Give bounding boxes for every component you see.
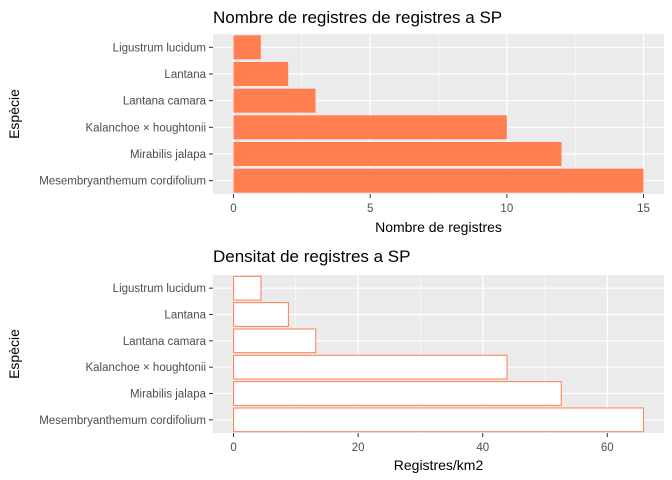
- chart-title: Densitat de registres a SP: [213, 247, 410, 266]
- bar: [233, 115, 507, 140]
- x-axis-title: Nombre de registres: [375, 219, 502, 235]
- bar: [233, 35, 261, 60]
- y-tick-label: Mesembryanthemum cordifolium: [39, 415, 206, 427]
- y-tick-label: Ligustrum lucidum: [113, 283, 206, 295]
- bar: [233, 142, 562, 166]
- y-tick-label: Mirabilis jalapa: [130, 389, 207, 401]
- chart-title: Nombre de registres de registres a SP: [213, 8, 502, 27]
- bar: [233, 302, 289, 327]
- x-tick-label: 0: [230, 442, 236, 454]
- y-tick-label: Ligustrum lucidum: [113, 42, 206, 54]
- bar: [233, 354, 508, 380]
- y-tick-label: Kalanchoe × houghtonii: [85, 362, 206, 374]
- y-tick-label: Lantana: [164, 310, 206, 322]
- y-tick-label: Mesembryanthemum cordifolium: [39, 176, 206, 188]
- y-axis-title: Espècie: [6, 329, 22, 379]
- bar: [233, 88, 316, 113]
- bar: [233, 407, 644, 433]
- y-tick-label: Lantana camara: [123, 336, 207, 348]
- x-tick-label: 60: [601, 442, 614, 454]
- x-axis-title: Registres/km2: [394, 457, 484, 473]
- x-tick-label: 10: [500, 203, 513, 215]
- y-tick-label: Mirabilis jalapa: [130, 149, 207, 161]
- x-tick-label: 0: [230, 203, 236, 215]
- x-tick-label: 20: [352, 442, 365, 454]
- x-tick-label: 5: [367, 203, 373, 215]
- bar: [233, 381, 562, 406]
- y-axis-title: Espècie: [6, 89, 22, 139]
- x-tick-label: 15: [637, 203, 650, 215]
- bar: [233, 168, 644, 193]
- bar: [233, 328, 317, 354]
- y-tick-label: Lantana camara: [123, 96, 207, 108]
- y-tick-label: Lantana: [164, 69, 206, 81]
- bar: [233, 62, 289, 86]
- y-tick-label: Kalanchoe × houghtonii: [85, 122, 206, 134]
- x-tick-label: 40: [476, 442, 489, 454]
- bar: [233, 275, 262, 301]
- panel-background: [213, 275, 664, 433]
